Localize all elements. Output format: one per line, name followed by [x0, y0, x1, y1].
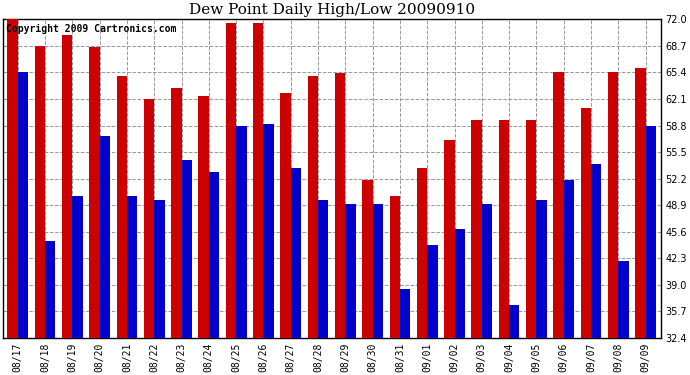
Bar: [62, 35, 72, 338]
Bar: [471, 120, 482, 338]
Bar: [181, 160, 192, 338]
Bar: [455, 228, 465, 338]
Bar: [564, 180, 574, 338]
Bar: [417, 168, 427, 338]
Bar: [155, 200, 165, 338]
Text: Copyright 2009 Cartronics.com: Copyright 2009 Cartronics.com: [6, 24, 177, 34]
Bar: [264, 124, 274, 338]
Bar: [199, 96, 209, 338]
Bar: [99, 136, 110, 338]
Bar: [117, 76, 127, 338]
Bar: [553, 72, 564, 338]
Bar: [144, 99, 155, 338]
Bar: [635, 68, 646, 338]
Bar: [236, 126, 246, 338]
Bar: [362, 180, 373, 338]
Bar: [8, 20, 18, 338]
Bar: [591, 164, 602, 338]
Bar: [45, 241, 55, 338]
Bar: [280, 93, 290, 338]
Bar: [509, 305, 520, 338]
Bar: [89, 48, 99, 338]
Bar: [427, 244, 437, 338]
Bar: [290, 168, 301, 338]
Bar: [536, 200, 546, 338]
Bar: [400, 289, 411, 338]
Bar: [226, 23, 236, 338]
Bar: [34, 46, 45, 338]
Bar: [390, 196, 400, 338]
Bar: [608, 72, 618, 338]
Bar: [618, 261, 629, 338]
Bar: [373, 204, 383, 338]
Bar: [318, 200, 328, 338]
Bar: [444, 140, 455, 338]
Bar: [646, 126, 656, 338]
Bar: [499, 120, 509, 338]
Bar: [580, 108, 591, 338]
Bar: [345, 204, 356, 338]
Bar: [18, 72, 28, 338]
Bar: [209, 172, 219, 338]
Bar: [171, 88, 181, 338]
Bar: [335, 73, 345, 338]
Bar: [253, 23, 264, 338]
Bar: [127, 196, 137, 338]
Bar: [72, 196, 83, 338]
Bar: [482, 204, 492, 338]
Bar: [526, 120, 536, 338]
Title: Dew Point Daily High/Low 20090910: Dew Point Daily High/Low 20090910: [188, 3, 475, 17]
Bar: [308, 76, 318, 338]
